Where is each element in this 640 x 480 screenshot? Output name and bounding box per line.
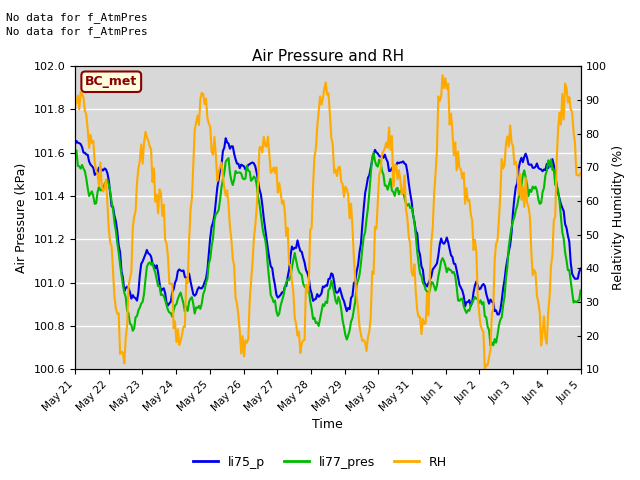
Y-axis label: Air Pressure (kPa): Air Pressure (kPa): [15, 163, 28, 273]
Text: No data for f_AtmPres: No data for f_AtmPres: [6, 26, 148, 37]
Text: BC_met: BC_met: [85, 75, 138, 88]
X-axis label: Time: Time: [312, 419, 343, 432]
Y-axis label: Relativity Humidity (%): Relativity Humidity (%): [612, 145, 625, 290]
Title: Air Pressure and RH: Air Pressure and RH: [252, 48, 404, 63]
Legend: li75_p, li77_pres, RH: li75_p, li77_pres, RH: [188, 451, 452, 474]
Text: No data for f_AtmPres: No data for f_AtmPres: [6, 12, 148, 23]
